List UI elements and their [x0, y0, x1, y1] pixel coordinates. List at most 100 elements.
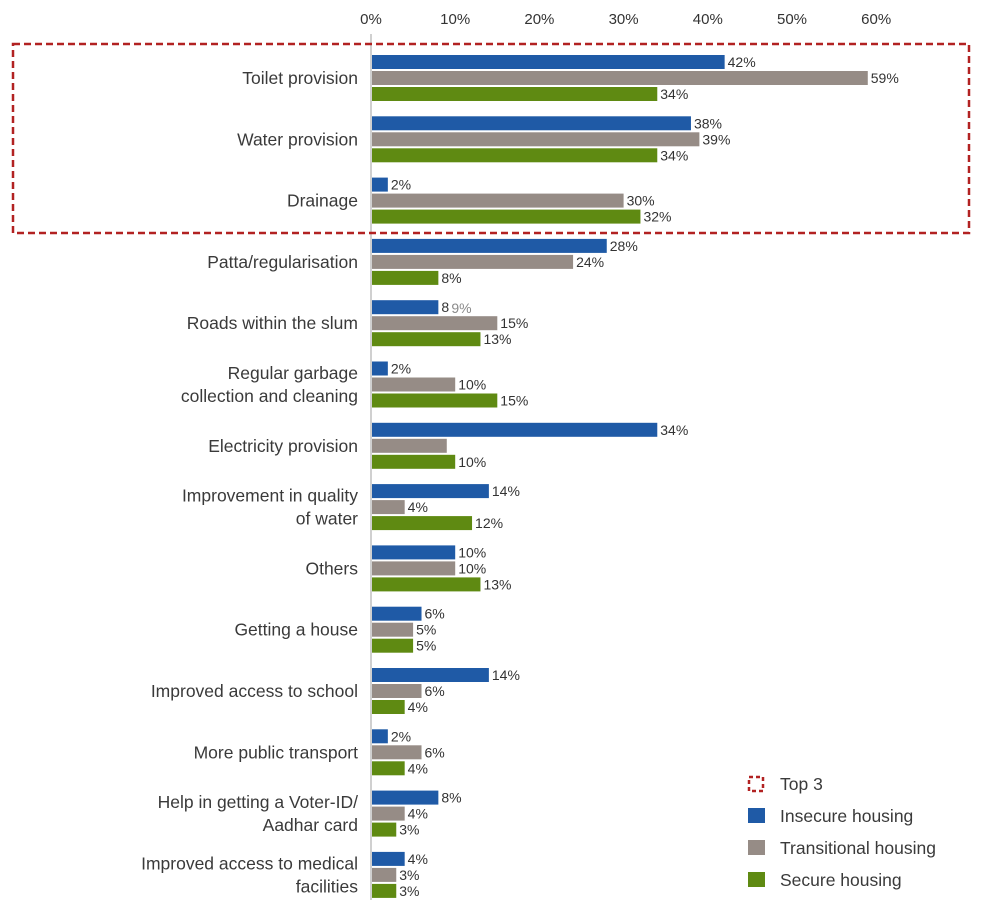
- category-label: Others: [305, 558, 358, 578]
- value-label: 42%: [728, 54, 756, 70]
- value-label: 34%: [660, 422, 688, 438]
- bar: [372, 377, 456, 392]
- bar: [372, 193, 624, 208]
- legend: Top 3 Insecure housing Transitional housin…: [747, 774, 936, 890]
- category-label: Roads within the slum: [187, 313, 358, 333]
- bar: [372, 300, 439, 315]
- value-label: 13%: [483, 576, 511, 592]
- category-label: of water: [296, 509, 358, 529]
- category-label: Help in getting a Voter-ID/: [158, 792, 359, 812]
- value-label: 4%: [408, 699, 428, 715]
- bar: [372, 148, 658, 163]
- value-label: 6%: [425, 606, 445, 622]
- x-tick-label: 50%: [777, 11, 807, 28]
- bar: [372, 393, 498, 408]
- value-label: 4%: [408, 760, 428, 776]
- value-labels: 42%59%34%38%39%34%2%30%32%28%24%8%815%13…: [391, 54, 899, 899]
- bar: [372, 867, 397, 882]
- value-label: 10%: [458, 377, 486, 393]
- value-label: 14%: [492, 483, 520, 499]
- category-label: Regular garbage: [228, 363, 358, 383]
- value-label: 2%: [391, 177, 411, 193]
- bar: [372, 438, 447, 453]
- value-label: 12%: [475, 515, 503, 531]
- bar: [372, 209, 641, 224]
- value-label: 8%: [441, 790, 461, 806]
- bar: [372, 332, 481, 347]
- bar: [372, 761, 405, 776]
- bar: [372, 116, 691, 131]
- value-label: 10%: [458, 544, 486, 560]
- bar: [372, 822, 397, 837]
- category-label: Patta/regularisation: [207, 252, 358, 272]
- legend-swatch: [748, 840, 765, 855]
- bar: [372, 454, 456, 469]
- bar: [372, 790, 439, 805]
- bar: [372, 270, 439, 285]
- value-label: 2%: [391, 361, 411, 377]
- value-label: 5%: [416, 638, 436, 654]
- bar: [372, 806, 405, 821]
- bar: [372, 361, 388, 376]
- x-axis-ticks: 0% 10% 20% 30% 40% 50% 60%: [360, 11, 891, 28]
- category-labels: Toilet provision Water provision Drainage P…: [141, 68, 358, 896]
- bar: [372, 700, 405, 714]
- value-label: 39%: [702, 131, 730, 147]
- bar: [372, 254, 574, 269]
- bar: [372, 561, 456, 576]
- value-label: 5%: [416, 622, 436, 638]
- bars: [372, 55, 868, 898]
- x-tick-label: 60%: [861, 11, 891, 28]
- annotation-label: 9%: [451, 300, 471, 316]
- value-label: 34%: [660, 147, 688, 163]
- category-label: More public transport: [194, 742, 359, 762]
- bar: [372, 422, 658, 437]
- x-tick-label: 0%: [360, 11, 382, 28]
- category-label: Toilet provision: [242, 68, 358, 88]
- value-label: 15%: [500, 393, 528, 409]
- bar: [372, 71, 868, 85]
- bar: [372, 316, 498, 331]
- x-tick-label: 20%: [524, 11, 554, 28]
- category-label: Electricity provision: [208, 436, 358, 456]
- category-label: Improved access to school: [151, 681, 358, 701]
- bar: [372, 668, 489, 682]
- bar: [372, 484, 489, 499]
- bar: [372, 851, 405, 866]
- category-label: Aadhar card: [263, 815, 358, 835]
- bar: [372, 177, 388, 192]
- value-label: 3%: [399, 867, 419, 883]
- value-label: 4%: [408, 499, 428, 515]
- bar: [372, 638, 414, 653]
- legend-swatch: [748, 872, 765, 887]
- value-label: 34%: [660, 86, 688, 102]
- value-label: 3%: [399, 883, 419, 899]
- value-label: 6%: [425, 744, 445, 760]
- value-label: 32%: [643, 209, 671, 225]
- value-label: 4%: [408, 806, 428, 822]
- value-label: 8: [441, 299, 449, 315]
- value-label: 14%: [492, 667, 520, 683]
- value-label: 28%: [610, 238, 638, 254]
- value-label: 3%: [399, 822, 419, 838]
- value-label: 8%: [441, 270, 461, 286]
- category-label: facilities: [296, 876, 358, 896]
- legend-swatch: [748, 808, 765, 823]
- bar: [372, 883, 397, 898]
- value-label: 38%: [694, 115, 722, 131]
- bar: [372, 684, 422, 698]
- value-label: 59%: [871, 70, 899, 86]
- top3-highlight-box: [11, 42, 971, 235]
- value-label: 2%: [391, 728, 411, 744]
- bar: [372, 577, 481, 592]
- x-tick-label: 30%: [609, 11, 639, 28]
- value-label: 6%: [425, 683, 445, 699]
- value-label: 15%: [500, 315, 528, 331]
- bar: [372, 87, 658, 101]
- category-label: collection and cleaning: [181, 386, 358, 406]
- value-label: 10%: [458, 454, 486, 470]
- bar: [372, 516, 473, 531]
- category-label: Improved access to medical: [141, 853, 358, 873]
- bar: [372, 55, 725, 69]
